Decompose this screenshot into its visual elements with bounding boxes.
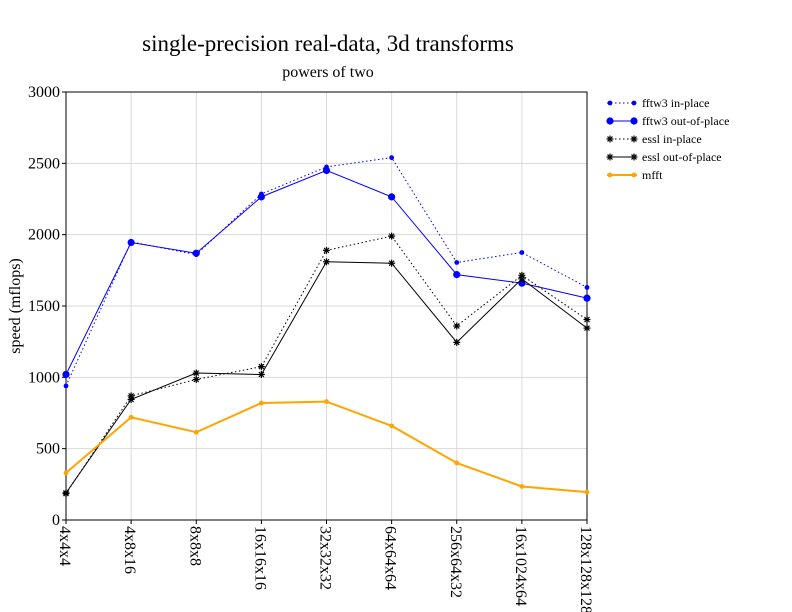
data-point bbox=[324, 399, 329, 404]
x-tick-label: 8x8x8 bbox=[186, 526, 203, 566]
data-point bbox=[193, 429, 199, 435]
data-point bbox=[192, 375, 200, 383]
legend-item: essl out-of-place bbox=[606, 150, 722, 164]
x-tick-label: 4x8x16 bbox=[121, 526, 138, 574]
y-tick-label: 500 bbox=[36, 441, 60, 458]
series-1 bbox=[62, 166, 591, 379]
legend-label: mfft bbox=[642, 168, 663, 182]
data-point bbox=[388, 193, 396, 201]
data-point bbox=[454, 260, 460, 265]
x-tick-label: 64x64x64 bbox=[382, 526, 399, 590]
data-point bbox=[389, 155, 395, 161]
legend-marker bbox=[607, 100, 613, 106]
data-point bbox=[258, 400, 264, 406]
data-point bbox=[454, 460, 460, 466]
legend-label: essl in-place bbox=[642, 132, 702, 146]
data-point bbox=[128, 414, 134, 420]
x-tick-label: 32x32x32 bbox=[317, 526, 334, 590]
data-point bbox=[583, 316, 591, 324]
legend-marker bbox=[630, 153, 638, 161]
data-point bbox=[62, 370, 70, 379]
series-4 bbox=[63, 399, 590, 495]
data-point bbox=[63, 470, 69, 476]
data-point bbox=[322, 166, 331, 175]
data-point bbox=[63, 383, 69, 389]
data-point bbox=[584, 489, 590, 495]
data-point bbox=[583, 324, 591, 332]
data-point bbox=[584, 285, 590, 290]
legend-item: mfft bbox=[607, 168, 663, 182]
legend-item: fftw3 out-of-place bbox=[606, 114, 729, 128]
x-tick-label: 16x16x16 bbox=[251, 526, 268, 590]
data-point bbox=[192, 369, 200, 377]
data-point bbox=[323, 246, 330, 254]
x-tick-label: 128x128x128 bbox=[577, 526, 594, 612]
legend-marker bbox=[630, 135, 638, 143]
data-point bbox=[518, 275, 526, 283]
data-point bbox=[583, 294, 591, 302]
legend: fftw3 in-place fftw3 out-of-place essl in-… bbox=[606, 96, 729, 182]
legend-marker bbox=[606, 135, 614, 143]
x-tick-labels: 4x4x4 4x8x16 8x8x8 16x16x16 32x32x32 64x64x64… bbox=[56, 526, 594, 612]
data-point bbox=[453, 322, 461, 330]
y-tick-label: 0 bbox=[52, 512, 60, 529]
series-layer bbox=[62, 155, 591, 498]
legend-label: fftw3 out-of-place bbox=[642, 114, 729, 128]
data-point bbox=[192, 249, 200, 257]
data-point bbox=[453, 271, 461, 279]
y-tick-label: 1000 bbox=[28, 369, 60, 386]
y-tick-label: 3000 bbox=[28, 84, 60, 101]
data-point bbox=[453, 338, 461, 346]
y-tick-label: 2500 bbox=[28, 155, 60, 172]
data-point bbox=[257, 370, 265, 378]
y-tick-label: 2000 bbox=[28, 227, 60, 244]
y-tick-label: 1500 bbox=[28, 298, 60, 315]
x-tick-label: 4x4x4 bbox=[56, 526, 73, 566]
data-point bbox=[388, 259, 396, 267]
y-tick-labels: 0 500 1000 1500 2000 2500 3000 bbox=[28, 84, 60, 529]
data-point bbox=[62, 489, 70, 497]
data-point bbox=[257, 193, 265, 201]
plot-frame bbox=[65, 91, 588, 521]
legend-marker bbox=[607, 172, 613, 178]
legend-item: fftw3 in-place bbox=[607, 96, 709, 110]
legend-item: essl in-place bbox=[606, 132, 702, 146]
x-tick-label: 256x64x32 bbox=[447, 526, 464, 598]
data-point bbox=[388, 232, 396, 240]
chart-subtitle: powers of two bbox=[282, 64, 374, 81]
y-axis-label: speed (mflops) bbox=[7, 258, 24, 354]
legend-marker bbox=[606, 153, 614, 161]
data-point bbox=[257, 363, 265, 371]
chart-title: single-precision real-data, 3d transform… bbox=[142, 31, 514, 56]
data-point bbox=[519, 484, 525, 489]
x-tick-label: 16x1024x64 bbox=[512, 526, 529, 606]
legend-label: essl out-of-place bbox=[642, 150, 722, 164]
data-point bbox=[127, 395, 135, 403]
legend-marker bbox=[631, 172, 637, 178]
series-3 bbox=[62, 258, 591, 497]
data-point bbox=[519, 250, 525, 255]
legend-label: fftw3 in-place bbox=[642, 96, 709, 110]
data-point bbox=[323, 258, 330, 266]
legend-marker bbox=[631, 100, 637, 106]
legend-marker bbox=[606, 117, 614, 125]
data-point bbox=[389, 423, 395, 429]
legend-marker bbox=[630, 117, 638, 125]
data-point bbox=[127, 238, 135, 247]
grid-layer bbox=[62, 91, 588, 524]
